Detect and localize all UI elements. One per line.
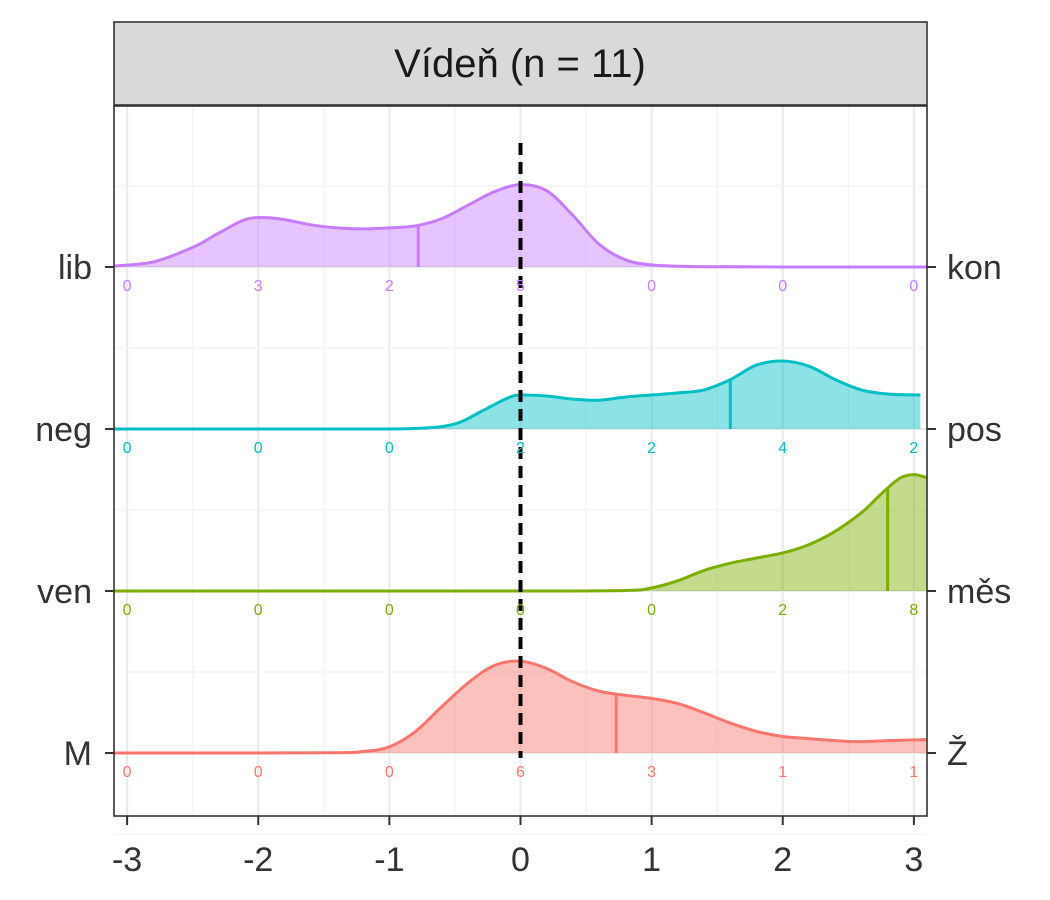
count-label-ven: 0 — [254, 602, 263, 619]
count-label-lib: 0 — [647, 278, 656, 295]
density-area-ven — [114, 474, 927, 592]
count-label-lib: 0 — [778, 278, 787, 295]
x-tick-label: -2 — [243, 841, 273, 879]
count-label-neg: 0 — [254, 440, 263, 457]
count-label-ven: 0 — [647, 602, 656, 619]
axes: -3 -2 -1 0 1 2 3 lib kon neg pos ven měs M Ž — [35, 249, 1011, 879]
count-label-neg: 0 — [123, 440, 132, 457]
count-label-lib: 0 — [123, 278, 132, 295]
y-label-left-ven: ven — [37, 573, 92, 611]
count-label-neg: 0 — [385, 440, 394, 457]
x-tick-label: -3 — [112, 841, 142, 879]
density-area-M — [114, 661, 927, 754]
y-label-left-neg: neg — [35, 411, 92, 449]
count-label-neg: 4 — [778, 440, 787, 457]
y-label-right-neg: pos — [947, 411, 1002, 449]
count-label-lib: 5 — [516, 278, 525, 295]
density-line-M — [113, 659, 928, 755]
count-label-ven: 8 — [909, 602, 918, 619]
count-label-lib: 0 — [909, 278, 918, 295]
x-tick-label: 0 — [511, 841, 530, 879]
count-label-ven: 0 — [516, 602, 525, 619]
density-line-ven — [113, 473, 928, 593]
count-label-M: 1 — [778, 764, 787, 781]
y-label-left-M: M — [64, 735, 92, 773]
density-area-neg — [114, 360, 921, 430]
count-label-lib: 2 — [385, 278, 394, 295]
count-label-M: 0 — [385, 764, 394, 781]
y-label-right-M: Ž — [947, 735, 968, 773]
count-label-M: 1 — [909, 764, 918, 781]
count-label-M: 0 — [123, 764, 132, 781]
facet-strip-title: Vídeň (n = 11) — [394, 42, 646, 86]
x-tick-label: -1 — [374, 841, 404, 879]
count-label-neg: 2 — [909, 440, 918, 457]
count-label-ven: 0 — [123, 602, 132, 619]
facet-strip: Vídeň (n = 11) — [113, 21, 928, 106]
count-label-ven: 2 — [778, 602, 787, 619]
count-label-ven: 0 — [385, 602, 394, 619]
density-line-neg — [113, 359, 921, 431]
count-label-M: 0 — [254, 764, 263, 781]
density-line-lib — [113, 183, 927, 269]
x-tick-label: 1 — [642, 841, 661, 879]
y-label-right-lib: kon — [947, 249, 1002, 287]
count-label-M: 6 — [516, 764, 525, 781]
count-label-neg: 2 — [647, 440, 656, 457]
facet-strip-box — [113, 21, 928, 106]
count-label-neg: 2 — [516, 440, 525, 457]
y-label-left-lib: lib — [58, 249, 92, 287]
y-label-right-ven: měs — [947, 573, 1011, 611]
x-tick-label: 2 — [773, 841, 792, 879]
x-tick-label: 3 — [904, 841, 923, 879]
count-labels: 0 3 2 5 0 0 0 0 0 0 2 2 4 2 0 0 0 0 0 2 8 0 0 0 6 3 1 1 — [123, 278, 919, 781]
count-label-M: 3 — [647, 764, 656, 781]
count-label-lib: 3 — [254, 278, 263, 295]
